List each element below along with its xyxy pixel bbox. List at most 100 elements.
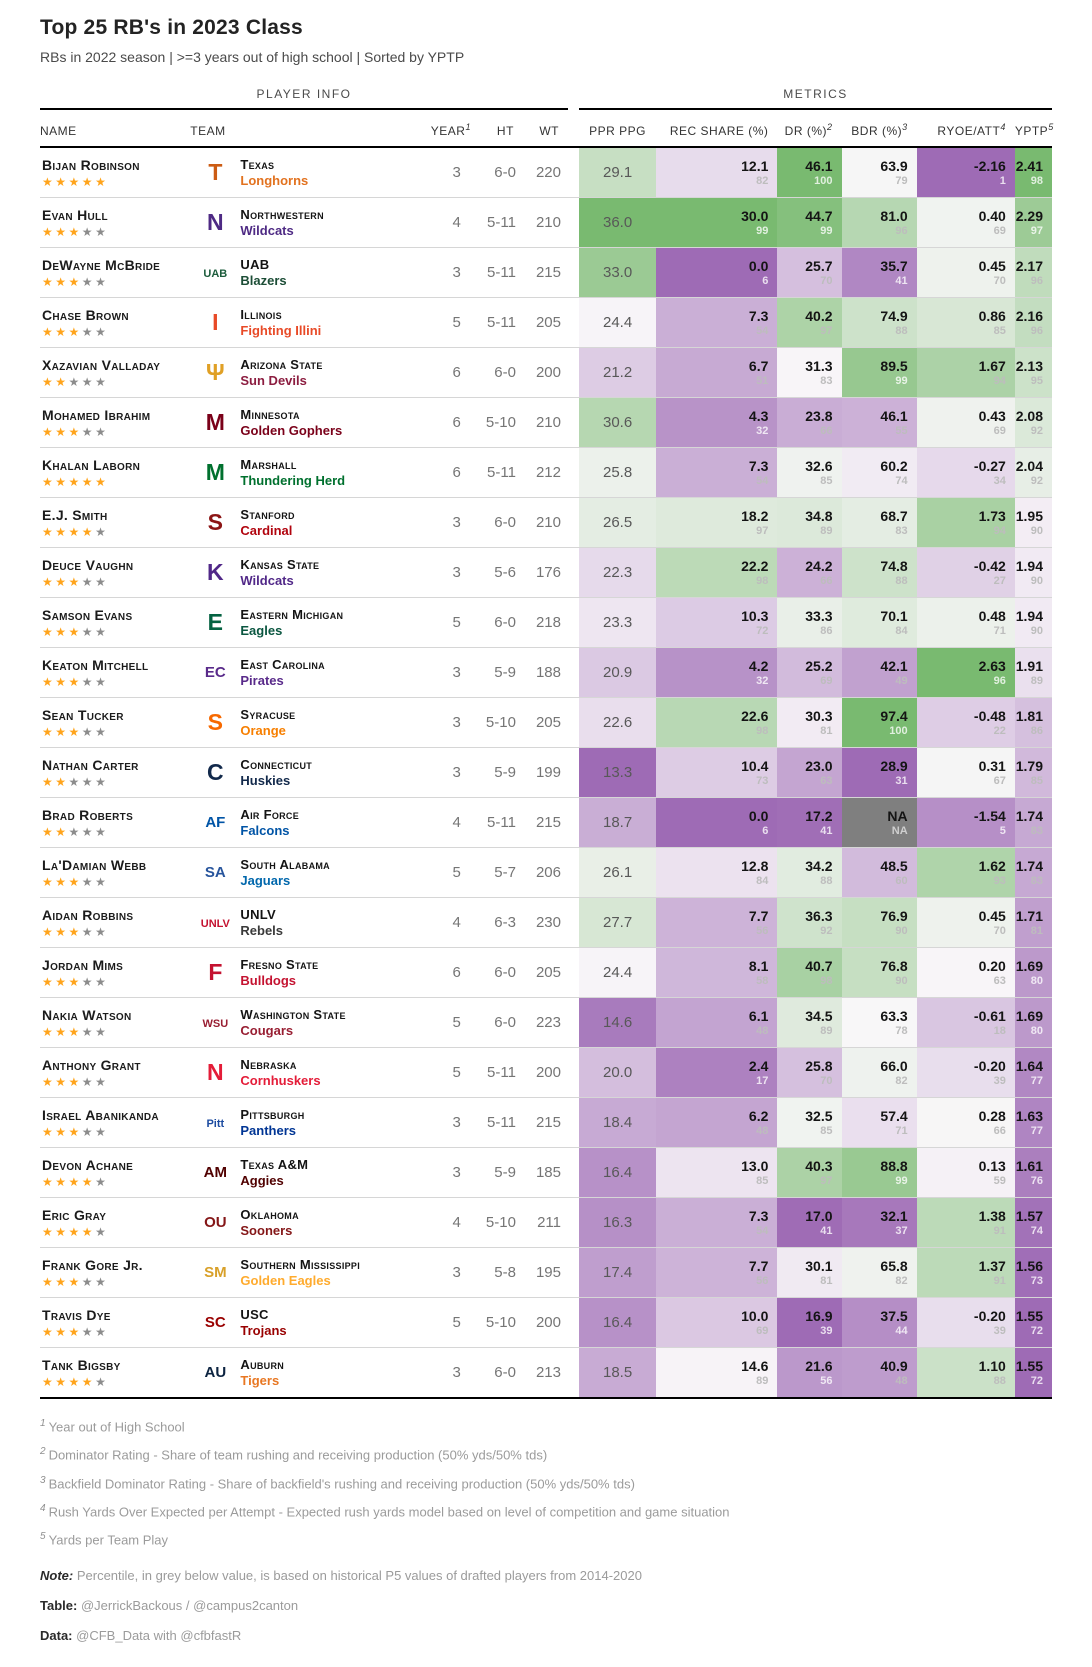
group-gap [568, 347, 580, 398]
weight-cell: 215 [522, 247, 568, 298]
yptp-cell: 1.55 72 [1014, 1297, 1052, 1348]
group-gap [568, 997, 580, 1048]
weight-cell: 195 [522, 1247, 568, 1298]
team-nickname: Tigers [240, 1372, 280, 1388]
team-school: Northwestern [240, 206, 324, 222]
team-school: Texas [240, 156, 275, 172]
team-nickname: Wildcats [240, 572, 294, 588]
bdr-cell: 74.8 88 [841, 547, 917, 598]
team-school: Connecticut [240, 756, 313, 772]
metric-percentile: 73 [1030, 1274, 1043, 1287]
metric-percentile: 83 [1030, 874, 1043, 887]
ryoe-cell: -0.20 39 [916, 1047, 1015, 1098]
group-gap [568, 197, 580, 248]
star-filled-icon: ★ [68, 1324, 82, 1339]
metric-value: 34.2 [805, 857, 833, 874]
height-cell: 5-10 [467, 1197, 523, 1248]
metric-value: 12.1 [741, 157, 769, 174]
rec-share-cell: 4.2 32 [656, 647, 778, 698]
team-nickname: Cougars [240, 1022, 294, 1038]
height-cell: 5-10 [467, 697, 523, 748]
table-row: Nakia Watson ★★★★★ WSU Washington State Coug… [40, 997, 1052, 1048]
metric-percentile: 31 [895, 774, 908, 787]
metric-percentile: 6 [762, 824, 769, 837]
metric-percentile: 83 [820, 374, 833, 387]
ryoe-cell: -0.20 39 [916, 1297, 1015, 1348]
metric-percentile: 98 [1030, 174, 1043, 187]
metric-value: 7.3 [748, 457, 769, 474]
col-header-bdr-sup: 3 [902, 122, 908, 132]
metric-value: 7.7 [748, 907, 769, 924]
team-logo-icon: K [207, 558, 224, 585]
metric-value: -1.54 [973, 807, 1006, 824]
metric-value: 6.1 [748, 1007, 769, 1024]
star-empty-icon: ★ [95, 374, 109, 389]
yptp-cell: 2.41 98 [1014, 147, 1052, 198]
weight-cell: 200 [522, 1047, 568, 1098]
dr-cell: 34.8 89 [777, 497, 842, 548]
metric-value: 23.8 [805, 407, 833, 424]
metric-percentile: 39 [820, 1324, 833, 1337]
height-cell: 6-0 [467, 347, 523, 398]
team-school: Air Force [240, 806, 300, 822]
yptp-cell: 1.81 86 [1014, 697, 1052, 748]
dr-cell: 17.0 41 [777, 1197, 842, 1248]
year-cell: 3 [430, 1347, 468, 1399]
metric-percentile: 86 [1030, 724, 1043, 737]
dr-cell: 30.3 81 [777, 697, 842, 748]
table-row: Bijan Robinson ★★★★★ T Texas Longhorns 3 6-0 22… [40, 147, 1052, 198]
height-cell: 5-11 [467, 297, 523, 348]
team-logo-icon: AU [204, 1363, 227, 1381]
star-empty-icon: ★ [95, 674, 109, 689]
group-gap [568, 747, 580, 798]
star-rating: ★★★★★ [42, 526, 190, 538]
rec-share-cell: 0.0 6 [656, 797, 778, 848]
bdr-cell: NA NA [841, 797, 917, 848]
star-rating: ★★★★★ [42, 876, 190, 888]
rec-share-cell: 7.3 54 [656, 297, 778, 348]
table-row: Nathan Carter ★★★★★ C Connecticut Huskies 3 5-… [40, 747, 1052, 798]
star-empty-icon: ★ [95, 424, 109, 439]
yptp-cell: 2.17 96 [1014, 247, 1052, 298]
ryoe-cell: 1.10 88 [916, 1347, 1015, 1399]
group-gap [568, 247, 580, 298]
dr-cell: 32.5 85 [777, 1097, 842, 1148]
metric-value: 32.6 [805, 457, 833, 474]
metric-value: 1.81 [1015, 707, 1043, 724]
metric-percentile: 99 [756, 224, 769, 237]
yptp-cell: 2.29 97 [1014, 197, 1052, 248]
player-cell: DeWayne McBride ★★★★★ [40, 247, 191, 298]
star-rating: ★★★★★ [42, 1326, 190, 1338]
spanner-metrics: METRICS [579, 83, 1052, 110]
metric-value: 36.3 [805, 907, 833, 924]
metric-value: 0.45 [978, 257, 1006, 274]
dr-cell: 34.5 89 [777, 997, 842, 1048]
team-logo-cell: Pitt [190, 1097, 241, 1148]
ppr-ppg-cell: 30.6 [579, 397, 657, 448]
team-logo-cell: I [190, 297, 241, 348]
metric-value: 88.8 [880, 1157, 908, 1174]
team-cell: Illinois Fighting Illini [240, 297, 431, 348]
metric-percentile: 90 [1030, 624, 1043, 637]
team-logo-cell: S [190, 697, 241, 748]
player-name: Khalan Laborn [42, 456, 141, 473]
team-cell: Eastern Michigan Eagles [240, 597, 431, 648]
team-school: East Carolina [240, 656, 325, 672]
metric-percentile: 82 [756, 174, 769, 187]
rec-share-cell: 22.6 98 [656, 697, 778, 748]
height-cell: 5-11 [467, 197, 523, 248]
star-filled-icon: ★ [95, 474, 109, 489]
star-filled-icon: ★ [42, 1374, 56, 1389]
metric-value: 4.3 [748, 407, 769, 424]
metric-percentile: 82 [895, 1274, 908, 1287]
metric-percentile: 69 [820, 674, 833, 687]
team-school: Oklahoma [240, 1206, 299, 1222]
dr-cell: 21.6 56 [777, 1347, 842, 1399]
star-filled-icon: ★ [68, 674, 82, 689]
yptp-cell: 1.71 81 [1014, 897, 1052, 948]
footnote-2-sup: 2 [40, 1446, 46, 1458]
weight-cell: 200 [522, 1297, 568, 1348]
star-filled-icon: ★ [42, 774, 56, 789]
group-gap [568, 397, 580, 448]
col-header-yptp: YPTP5 [1014, 109, 1053, 148]
